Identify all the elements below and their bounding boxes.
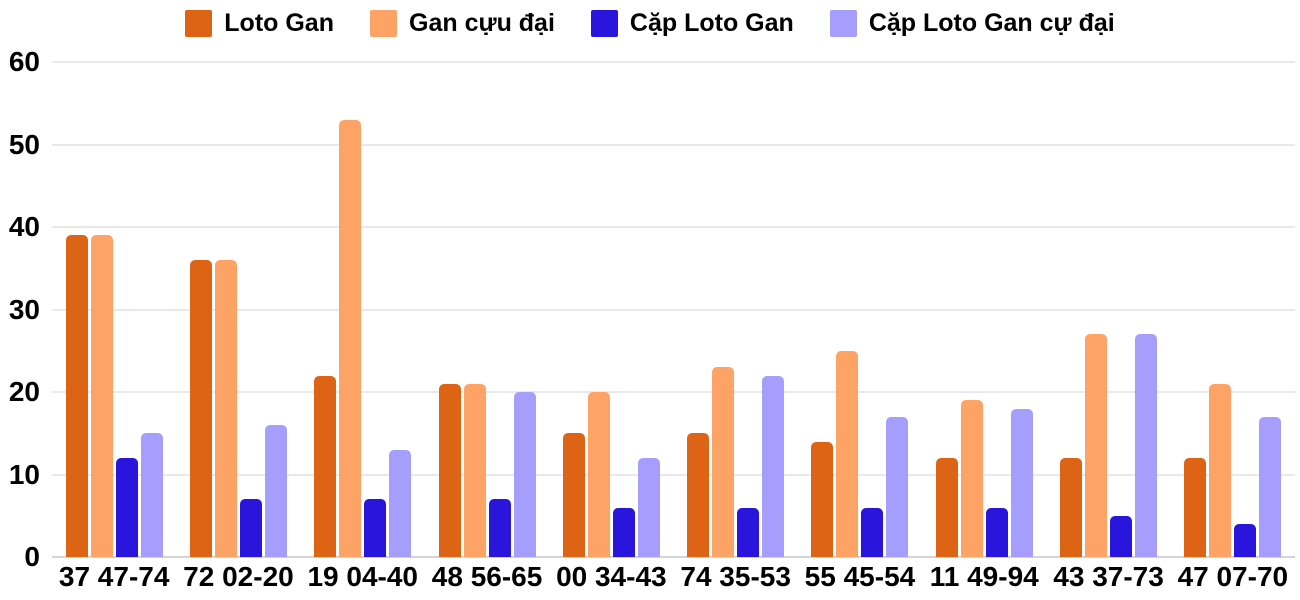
bar-series3-group2[interactable]	[389, 449, 412, 557]
y-tick-label: 40	[8, 211, 40, 242]
bar-series3-group9[interactable]	[1259, 416, 1282, 557]
bar-series2-group3[interactable]	[488, 499, 511, 557]
legend-item-3[interactable]: Cặp Loto Gan cự đại	[829, 8, 1115, 38]
bar-series0-group6[interactable]	[811, 441, 834, 557]
bar-series3-group8[interactable]	[1135, 334, 1158, 557]
bar-series3-group0[interactable]	[140, 433, 163, 557]
x-axis-label: 00 34-43	[556, 561, 667, 592]
bar-series3-group5[interactable]	[762, 375, 785, 557]
bar-series2-group7[interactable]	[985, 507, 1008, 557]
x-axis-label: 19 04-40	[307, 561, 419, 592]
gridline	[52, 226, 1295, 228]
bar-series2-group5[interactable]	[737, 507, 760, 557]
x-axis: 37 47-74 72 02-20 19 04-40 48 56-65 00 34-43…	[52, 560, 1295, 598]
legend-label: Loto Gan	[224, 8, 334, 37]
bar-series0-group1[interactable]	[189, 260, 212, 557]
legend-label: Gan cựu đại	[409, 8, 555, 37]
x-axis-label: 55 45-54	[804, 561, 916, 592]
bar-series1-group0[interactable]	[90, 235, 113, 557]
bar-series1-group1[interactable]	[214, 260, 237, 557]
legend-label: Cặp Loto Gan	[629, 8, 794, 37]
gridline	[52, 473, 1295, 476]
gridline	[52, 61, 1295, 63]
x-axis-baseline	[52, 556, 1295, 558]
legend-label: Cặp Loto Gan cự đại	[868, 8, 1115, 37]
legend-swatch-icon	[590, 9, 618, 37]
x-axis-label: 74 35-53	[680, 561, 791, 592]
y-tick-label: 20	[8, 376, 40, 407]
bar-series2-group2[interactable]	[364, 499, 387, 557]
bar-series0-group4[interactable]	[562, 433, 585, 557]
bar-series3-group1[interactable]	[264, 425, 287, 557]
gridline	[52, 308, 1295, 311]
bar-series0-group8[interactable]	[1060, 458, 1083, 557]
bar-series2-group9[interactable]	[1234, 524, 1257, 557]
legend-item-1[interactable]: Gan cựu đại	[370, 9, 555, 38]
x-axis-label: 72 02-20	[183, 561, 294, 592]
chart-legend: Loto Gan Gan cựu đại Cặp Loto Gan Cặp Loto …	[0, 2, 1300, 44]
bar-series0-group5[interactable]	[687, 433, 710, 557]
x-axis-label: 48 56-65	[431, 561, 543, 592]
x-axis-label: 47 07-70	[1177, 561, 1289, 592]
bar-series1-group3[interactable]	[463, 383, 486, 557]
gridline	[52, 143, 1295, 146]
bar-series0-group2[interactable]	[314, 375, 337, 557]
bar-series1-group4[interactable]	[587, 392, 610, 557]
bar-series0-group7[interactable]	[935, 458, 958, 557]
legend-swatch-icon	[829, 9, 857, 37]
bar-series3-group3[interactable]	[513, 392, 536, 557]
bar-series2-group0[interactable]	[115, 458, 138, 557]
x-axis-label: 11 49-94	[929, 561, 1039, 592]
x-axis-label: 43 37-73	[1053, 561, 1164, 592]
bar-series2-group1[interactable]	[239, 499, 262, 557]
bar-series2-group4[interactable]	[612, 507, 635, 557]
y-tick-label: 50	[8, 128, 40, 160]
y-axis: 0 10 20 30 40 50 60	[0, 46, 44, 572]
bar-series1-group8[interactable]	[1085, 334, 1108, 557]
bar-series0-group0[interactable]	[65, 235, 88, 557]
bar-series3-group4[interactable]	[637, 458, 660, 557]
bar-series1-group7[interactable]	[960, 400, 983, 557]
legend-swatch-icon	[370, 9, 397, 37]
x-axis-label: 37 47-74	[58, 561, 170, 592]
bar-series3-group6[interactable]	[886, 416, 909, 557]
y-tick-label: 60	[8, 46, 40, 77]
legend-item-0[interactable]: Loto Gan	[185, 9, 334, 38]
bar-series2-group6[interactable]	[861, 507, 884, 557]
legend-item-2[interactable]: Cặp Loto Gan	[590, 8, 794, 38]
bar-series1-group2[interactable]	[339, 119, 362, 557]
bar-series2-group8[interactable]	[1110, 515, 1133, 557]
gridline	[52, 391, 1295, 393]
bar-series0-group9[interactable]	[1184, 458, 1207, 557]
bar-series1-group6[interactable]	[836, 350, 859, 557]
y-tick-label: 10	[8, 458, 40, 490]
bar-series3-group7[interactable]	[1010, 408, 1033, 557]
y-tick-label: 30	[8, 293, 40, 325]
bar-series0-group3[interactable]	[438, 383, 461, 557]
bar-series1-group9[interactable]	[1209, 383, 1232, 557]
plot-area	[52, 61, 1295, 558]
y-tick-label: 0	[24, 541, 40, 572]
legend-swatch-icon	[185, 9, 213, 37]
bar-series1-group5[interactable]	[712, 367, 735, 557]
